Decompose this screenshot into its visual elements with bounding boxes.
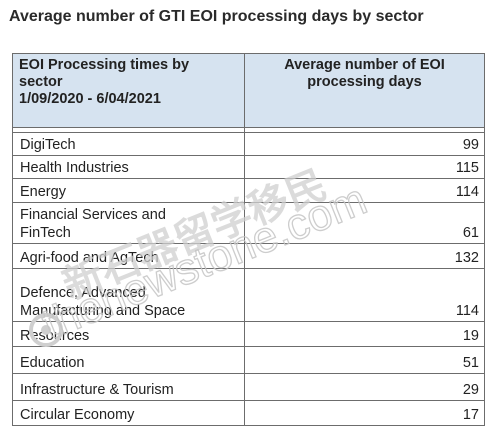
sector-cell: Energy: [12, 178, 245, 203]
sector-line1: Defence, Advanced: [20, 285, 146, 301]
table-row: DigiTech 99: [12, 132, 485, 156]
sector-cell: Infrastructure & Tourism: [12, 373, 245, 401]
table-row: Energy 114: [12, 178, 485, 203]
header-days-line1: Average number of EOI: [284, 57, 445, 73]
days-cell: 132: [244, 243, 485, 269]
days-cell: 99: [244, 132, 485, 156]
table-row: Health Industries 115: [12, 155, 485, 179]
days-cell: 114: [244, 178, 485, 203]
table-row: Circular Economy 17: [12, 400, 485, 426]
sector-cell: Education: [12, 346, 245, 374]
sector-cell: Defence, Advanced Manufacturing and Spac…: [12, 268, 245, 322]
days-cell: 61: [244, 202, 485, 244]
header-date-range: 1/09/2020 - 6/04/2021: [19, 91, 161, 107]
header-days-line2: processing days: [307, 74, 422, 90]
table-row: Agri-food and AgTech 132: [12, 243, 485, 269]
header-average-days: Average number of EOI processing days: [244, 53, 485, 128]
sector-line2: FinTech: [20, 225, 71, 241]
days-cell: 51: [244, 346, 485, 374]
header-sector: EOI Processing times by sector 1/09/2020…: [12, 53, 245, 128]
sector-line2: Manufacturing and Space: [20, 303, 186, 319]
sector-cell: Financial Services and FinTech: [12, 202, 245, 244]
table-row: Financial Services and FinTech 61: [12, 202, 485, 244]
table-row: Education 51: [12, 346, 485, 374]
sector-cell: Health Industries: [12, 155, 245, 179]
header-sector-line2: sector: [19, 74, 63, 90]
sector-line1: Financial Services and: [20, 207, 166, 223]
days-cell: 114: [244, 268, 485, 322]
days-cell: 115: [244, 155, 485, 179]
sector-cell: Circular Economy: [12, 400, 245, 426]
processing-days-table: EOI Processing times by sector 1/09/2020…: [12, 53, 485, 426]
sector-cell: Agri-food and AgTech: [12, 243, 245, 269]
table-header-row: EOI Processing times by sector 1/09/2020…: [12, 53, 485, 128]
days-cell: 17: [244, 400, 485, 426]
table-row: Defence, Advanced Manufacturing and Spac…: [12, 268, 485, 322]
table-row: Infrastructure & Tourism 29: [12, 373, 485, 401]
header-sector-line1: EOI Processing times by: [19, 57, 190, 73]
sector-cell: DigiTech: [12, 132, 245, 156]
page-title: Average number of GTI EOI processing day…: [9, 8, 424, 25]
days-cell: 29: [244, 373, 485, 401]
table-row: Resources 19: [12, 321, 485, 347]
sector-cell: Resources: [12, 321, 245, 347]
days-cell: 19: [244, 321, 485, 347]
